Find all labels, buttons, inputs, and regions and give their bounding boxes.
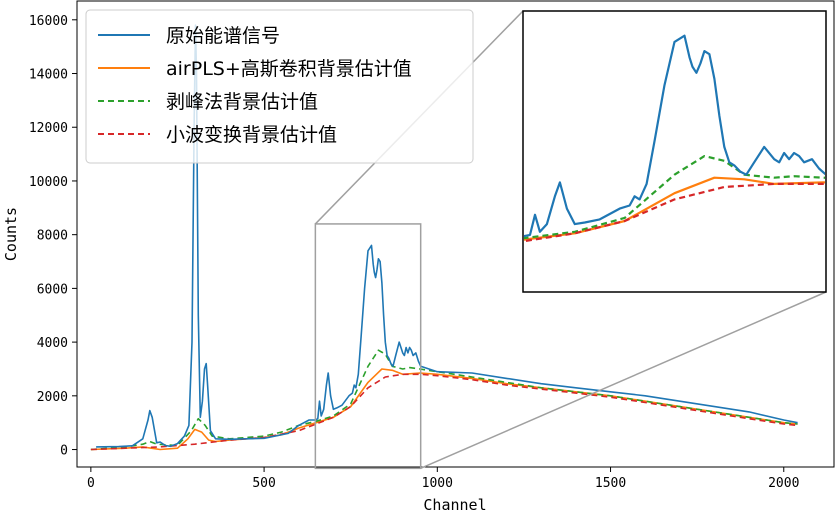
x-axis-ticks: 0 500 1000 1500 2000 — [87, 467, 799, 491]
y-tick-label: 14000 — [29, 68, 68, 83]
y-tick-label: 0 — [60, 444, 68, 459]
inset-series-group — [524, 34, 825, 243]
x-axis-label: Channel — [423, 496, 486, 514]
inset-frame — [522, 10, 827, 293]
zoom-connector-bottom — [420, 291, 827, 470]
y-axis-label: Counts — [2, 207, 20, 261]
y-tick-label: 8000 — [37, 229, 68, 244]
legend-label: airPLS+高斯卷积背景估计值 — [166, 58, 412, 80]
inset-series-line-4 — [524, 182, 825, 243]
main-series-line-3 — [90, 349, 798, 451]
x-tick-label: 2000 — [768, 476, 799, 491]
legend-label: 小波变换背景估计值 — [166, 124, 337, 146]
y-axis-ticks: 0 2000 4000 6000 8000 10000 12000 14000 16000 — [29, 14, 77, 459]
inset-series-line-3 — [524, 155, 825, 240]
legend-label: 剥峰法背景估计值 — [166, 91, 318, 113]
plot-frame — [76, 0, 835, 468]
legend-label: 原始能谱信号 — [166, 25, 280, 47]
main-series-group — [90, 24, 798, 451]
x-tick-label: 0 — [87, 476, 95, 491]
y-tick-label: 10000 — [29, 175, 68, 190]
main-series-line-1 — [96, 24, 798, 448]
y-tick-label: 12000 — [29, 121, 68, 136]
inset-series-line-1 — [524, 34, 825, 238]
x-tick-label: 1500 — [595, 476, 626, 491]
y-tick-label: 6000 — [37, 282, 68, 297]
inset-background — [523, 11, 826, 292]
y-tick-label: 4000 — [37, 336, 68, 351]
y-tick-label: 2000 — [37, 390, 68, 405]
x-tick-label: 500 — [252, 476, 275, 491]
y-tick-label: 16000 — [29, 14, 68, 29]
legend-box — [85, 9, 474, 164]
zoom-source-box — [314, 223, 422, 470]
x-tick-label: 1000 — [422, 476, 453, 491]
